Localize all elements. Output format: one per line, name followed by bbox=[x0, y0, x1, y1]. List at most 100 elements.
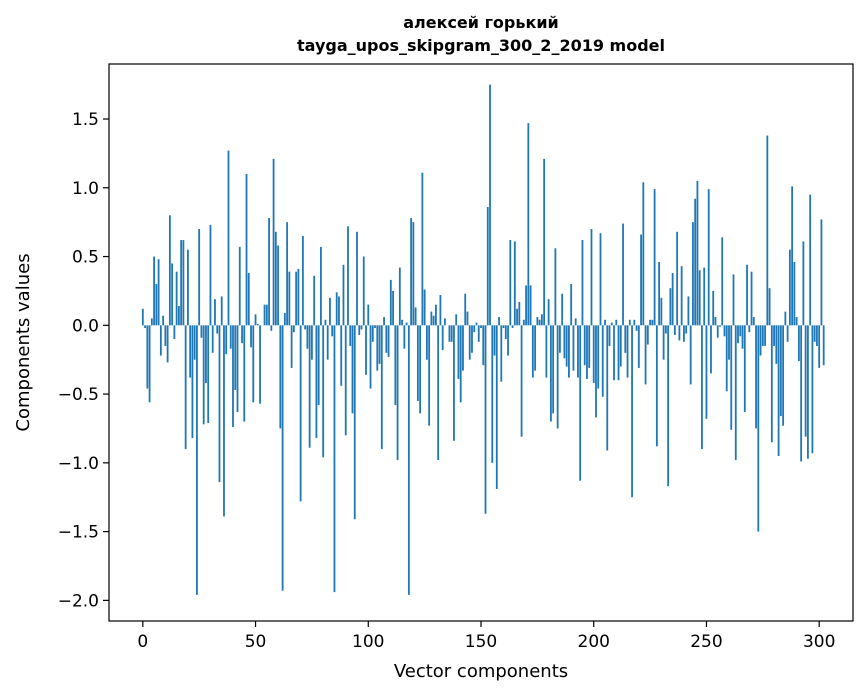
bar bbox=[259, 325, 261, 404]
bar bbox=[511, 325, 514, 329]
bar bbox=[644, 325, 647, 385]
bar bbox=[401, 319, 403, 326]
x-axis-label: Vector components bbox=[394, 661, 568, 682]
bar bbox=[633, 319, 636, 326]
bar bbox=[207, 325, 210, 423]
bar bbox=[692, 222, 694, 326]
bar bbox=[606, 325, 609, 451]
bar bbox=[725, 325, 728, 392]
bar bbox=[791, 186, 794, 326]
bars-group bbox=[141, 84, 825, 595]
bar bbox=[673, 325, 676, 335]
bar bbox=[360, 325, 363, 330]
bar bbox=[227, 150, 230, 326]
bar bbox=[813, 325, 816, 342]
bar bbox=[315, 325, 318, 439]
bar bbox=[351, 325, 354, 414]
bar bbox=[640, 234, 642, 326]
bar bbox=[423, 289, 426, 326]
bar bbox=[549, 325, 552, 422]
bar bbox=[338, 296, 340, 326]
bar bbox=[223, 325, 225, 517]
bar bbox=[313, 275, 316, 326]
bar bbox=[804, 325, 807, 437]
bar bbox=[795, 317, 798, 326]
bar bbox=[495, 325, 498, 489]
y-axis-label: Components values bbox=[13, 253, 34, 431]
bar bbox=[610, 322, 613, 326]
bar bbox=[317, 325, 320, 406]
bar bbox=[153, 256, 155, 326]
bar bbox=[547, 299, 550, 326]
bar bbox=[588, 325, 591, 368]
bar bbox=[462, 325, 464, 371]
bar bbox=[662, 325, 665, 360]
bar bbox=[703, 267, 706, 326]
bar bbox=[761, 325, 764, 346]
bar bbox=[531, 325, 534, 378]
bar bbox=[362, 256, 365, 326]
bar bbox=[383, 317, 385, 326]
bar bbox=[563, 325, 566, 359]
bar bbox=[216, 325, 219, 334]
bar bbox=[220, 296, 223, 326]
bar bbox=[241, 325, 243, 344]
bar bbox=[482, 325, 485, 366]
bar bbox=[171, 263, 174, 326]
bar bbox=[398, 267, 401, 326]
bar bbox=[232, 325, 234, 428]
bar bbox=[500, 325, 503, 382]
bar bbox=[374, 325, 376, 329]
bar bbox=[471, 325, 473, 353]
bar bbox=[773, 325, 775, 346]
bar bbox=[236, 325, 239, 412]
bar bbox=[229, 325, 232, 349]
bar bbox=[148, 325, 151, 403]
bar bbox=[601, 325, 604, 397]
bar bbox=[714, 317, 717, 326]
bar bbox=[286, 222, 289, 326]
bar bbox=[816, 325, 818, 346]
bar bbox=[491, 325, 494, 463]
bar bbox=[279, 325, 282, 429]
bar bbox=[320, 246, 322, 326]
bar bbox=[525, 285, 527, 326]
bar bbox=[168, 215, 171, 326]
bar bbox=[428, 325, 431, 426]
bar bbox=[250, 325, 252, 348]
bar bbox=[304, 325, 307, 330]
bar bbox=[696, 180, 699, 326]
bar bbox=[432, 315, 435, 326]
bar bbox=[238, 246, 241, 326]
bar bbox=[732, 274, 735, 326]
bar bbox=[437, 325, 440, 461]
bar bbox=[568, 325, 570, 378]
bar bbox=[180, 240, 183, 326]
y-tick-label: 1.5 bbox=[72, 110, 99, 130]
bar bbox=[520, 325, 523, 437]
bar bbox=[581, 240, 584, 326]
bar bbox=[349, 325, 352, 346]
bar bbox=[782, 325, 785, 426]
bar bbox=[277, 245, 279, 326]
bar bbox=[425, 325, 428, 360]
bar bbox=[809, 194, 812, 326]
y-tick-label: −0.5 bbox=[58, 385, 99, 405]
bar bbox=[766, 135, 769, 326]
bar bbox=[784, 311, 787, 326]
bar bbox=[770, 325, 773, 443]
bar bbox=[746, 264, 748, 326]
bar bbox=[322, 325, 325, 458]
bar bbox=[466, 311, 469, 326]
bar bbox=[818, 325, 821, 368]
y-tick-label: −1.0 bbox=[58, 454, 99, 474]
bar bbox=[811, 325, 814, 454]
bar bbox=[739, 325, 742, 337]
bar bbox=[534, 325, 537, 371]
bar bbox=[705, 325, 708, 419]
bar bbox=[617, 325, 620, 381]
bar bbox=[396, 325, 399, 461]
bar bbox=[473, 325, 476, 333]
bar bbox=[292, 325, 295, 333]
bar bbox=[619, 325, 622, 367]
